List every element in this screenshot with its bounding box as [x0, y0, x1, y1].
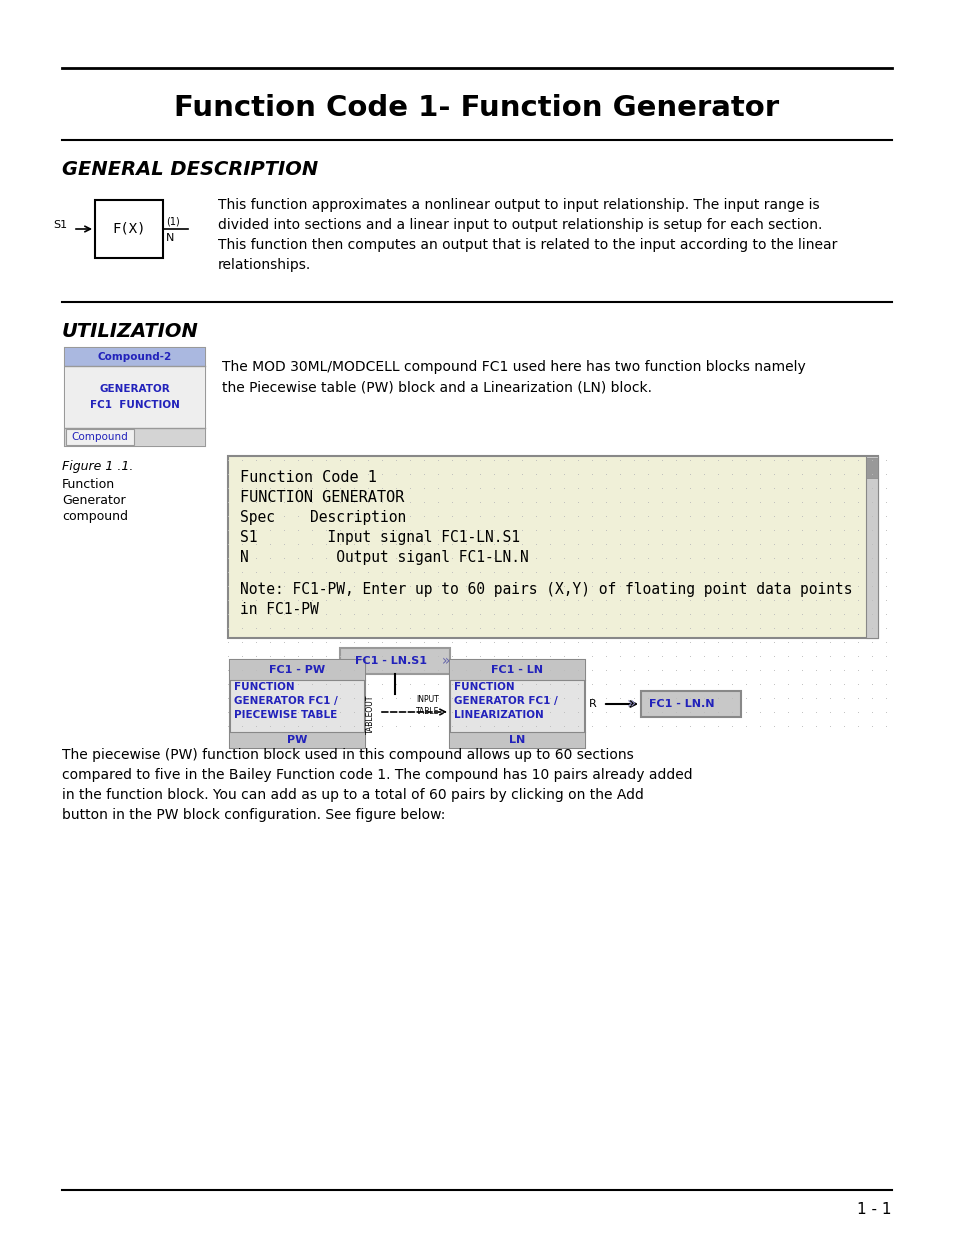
- Text: FC1 - LN.S1: FC1 - LN.S1: [355, 656, 427, 666]
- Text: N: N: [166, 233, 174, 243]
- Text: »: »: [441, 655, 450, 668]
- Text: F(X): F(X): [112, 222, 146, 236]
- Text: TABLEOUT: TABLEOUT: [366, 694, 375, 734]
- FancyBboxPatch shape: [865, 456, 877, 638]
- Text: PW: PW: [287, 735, 308, 745]
- FancyBboxPatch shape: [65, 348, 205, 366]
- Text: The MOD 30ML/MODCELL compound FC1 used here has two function blocks namely
the P: The MOD 30ML/MODCELL compound FC1 used h…: [222, 359, 805, 395]
- Text: This function approximates a nonlinear output to input relationship. The input r: This function approximates a nonlinear o…: [218, 198, 837, 272]
- Text: PIECEWISE TABLE: PIECEWISE TABLE: [233, 710, 337, 720]
- FancyBboxPatch shape: [450, 732, 584, 748]
- FancyBboxPatch shape: [230, 732, 365, 748]
- Text: LN: LN: [509, 735, 525, 745]
- Text: N          Output siganl FC1-LN.N: N Output siganl FC1-LN.N: [240, 550, 528, 564]
- Text: GENERATOR: GENERATOR: [99, 384, 171, 394]
- FancyBboxPatch shape: [65, 366, 205, 429]
- Text: UTILIZATION: UTILIZATION: [62, 322, 198, 341]
- Text: FC1 - PW: FC1 - PW: [269, 664, 325, 676]
- FancyBboxPatch shape: [228, 456, 877, 638]
- Text: LINEARIZATION: LINEARIZATION: [454, 710, 543, 720]
- Text: The piecewise (PW) function block used in this compound allows up to 60 sections: The piecewise (PW) function block used i…: [62, 748, 692, 823]
- Text: Function Code 1- Function Generator: Function Code 1- Function Generator: [174, 94, 779, 122]
- Text: in FC1-PW: in FC1-PW: [240, 601, 318, 618]
- FancyBboxPatch shape: [230, 659, 365, 680]
- FancyBboxPatch shape: [640, 692, 740, 718]
- Text: FUNCTION: FUNCTION: [454, 682, 514, 692]
- Text: S1: S1: [52, 220, 67, 230]
- Text: S1        Input signal FC1-LN.S1: S1 Input signal FC1-LN.S1: [240, 530, 519, 545]
- Text: FC1  FUNCTION: FC1 FUNCTION: [90, 400, 180, 410]
- FancyBboxPatch shape: [450, 659, 584, 680]
- Text: Note: FC1-PW, Enter up to 60 pairs (X,Y) of floating point data points: Note: FC1-PW, Enter up to 60 pairs (X,Y)…: [240, 582, 852, 597]
- FancyBboxPatch shape: [450, 659, 584, 748]
- Text: R: R: [588, 699, 597, 709]
- Text: Function: Function: [62, 478, 115, 492]
- FancyBboxPatch shape: [66, 429, 133, 445]
- Text: GENERAL DESCRIPTION: GENERAL DESCRIPTION: [62, 161, 318, 179]
- Text: INPUT: INPUT: [416, 694, 439, 704]
- Text: TABLE: TABLE: [416, 706, 439, 715]
- Text: compound: compound: [62, 510, 128, 522]
- FancyBboxPatch shape: [65, 429, 205, 446]
- Text: »: »: [626, 697, 636, 711]
- Text: Generator: Generator: [62, 494, 126, 508]
- Text: GENERATOR FC1 /: GENERATOR FC1 /: [233, 697, 337, 706]
- Text: FUNCTION GENERATOR: FUNCTION GENERATOR: [240, 490, 404, 505]
- Text: FC1 - LN: FC1 - LN: [491, 664, 543, 676]
- Text: Compound-2: Compound-2: [98, 352, 172, 362]
- FancyBboxPatch shape: [865, 458, 877, 478]
- FancyBboxPatch shape: [65, 348, 205, 446]
- FancyBboxPatch shape: [230, 659, 365, 748]
- Text: Spec    Description: Spec Description: [240, 510, 406, 525]
- Text: FC1 - LN.N: FC1 - LN.N: [648, 699, 714, 709]
- Text: Function Code 1: Function Code 1: [240, 471, 376, 485]
- FancyBboxPatch shape: [95, 200, 163, 258]
- Text: (1): (1): [166, 216, 179, 226]
- Text: FUNCTION: FUNCTION: [233, 682, 294, 692]
- Text: GENERATOR FC1 /: GENERATOR FC1 /: [454, 697, 558, 706]
- Text: 1 - 1: 1 - 1: [857, 1203, 891, 1218]
- Text: Figure 1 .1.: Figure 1 .1.: [62, 459, 133, 473]
- Text: Compound: Compound: [71, 432, 129, 442]
- FancyBboxPatch shape: [339, 648, 450, 674]
